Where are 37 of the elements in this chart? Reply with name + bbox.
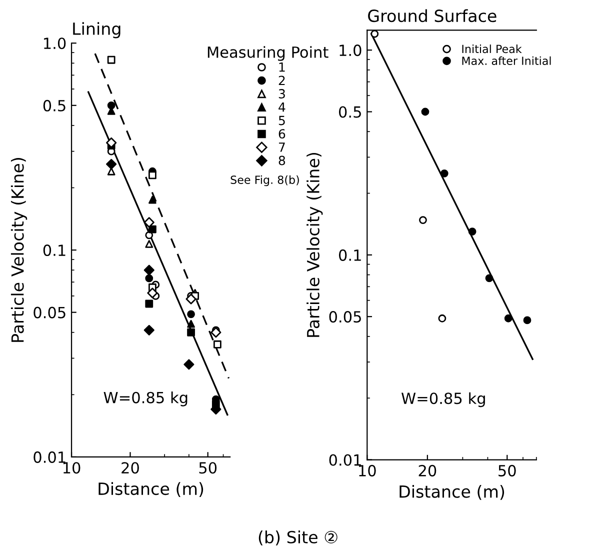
legend-label: 8 [278, 156, 286, 166]
y-axis-title: Particle Velocity (Kine) [10, 158, 28, 342]
y-tick-label: 0.5 [338, 106, 361, 118]
x-tick-label: 20 [418, 464, 436, 476]
legend-label: Max. after Initial [462, 56, 551, 65]
y-tick-label: 0.05 [329, 311, 361, 323]
y-tick-label: 0.1 [338, 249, 361, 261]
text: (b) Site ② [258, 530, 338, 546]
y-tick-label: 0.05 [34, 306, 66, 318]
x-tick-label: 50 [199, 462, 217, 474]
y-tick-label: 0.01 [329, 454, 361, 466]
legend-title: Measuring Point [208, 46, 328, 61]
y-tick-label: 1.0 [340, 44, 362, 56]
text: See Fig. 8(b) [230, 175, 299, 186]
x-axis-title: Distance (m) [98, 482, 204, 498]
legend-label: 1 [279, 62, 285, 72]
y-tick-label: 0.01 [34, 451, 66, 463]
y-axis-title: Particle Velocity (Kine) [306, 152, 323, 337]
chart-title: Ground Surface [368, 9, 496, 22]
annotation: W=0.85 kg [401, 392, 485, 408]
legend-label: 7 [278, 142, 285, 152]
annotation: W=0.85 kg [104, 392, 188, 406]
y-tick-label: 0.1 [43, 244, 66, 256]
y-tick-label: 1.0 [44, 38, 66, 50]
legend-label: 5 [278, 116, 285, 126]
legend-label: 6 [278, 129, 286, 139]
x-axis-title: Distance (m) [400, 484, 504, 500]
legend-label: 3 [278, 89, 285, 98]
x-tick-label: 10 [359, 464, 376, 476]
x-tick-label: 10 [63, 462, 80, 474]
legend-label: 2 [278, 76, 285, 85]
x-tick-label: 20 [122, 462, 139, 474]
y-tick-label: 0.5 [43, 100, 66, 112]
chart-title: Lining [73, 22, 120, 38]
legend-label: Initial Peak [462, 44, 522, 54]
legend-label: 4 [278, 102, 286, 112]
x-tick-label: 50 [498, 464, 516, 476]
